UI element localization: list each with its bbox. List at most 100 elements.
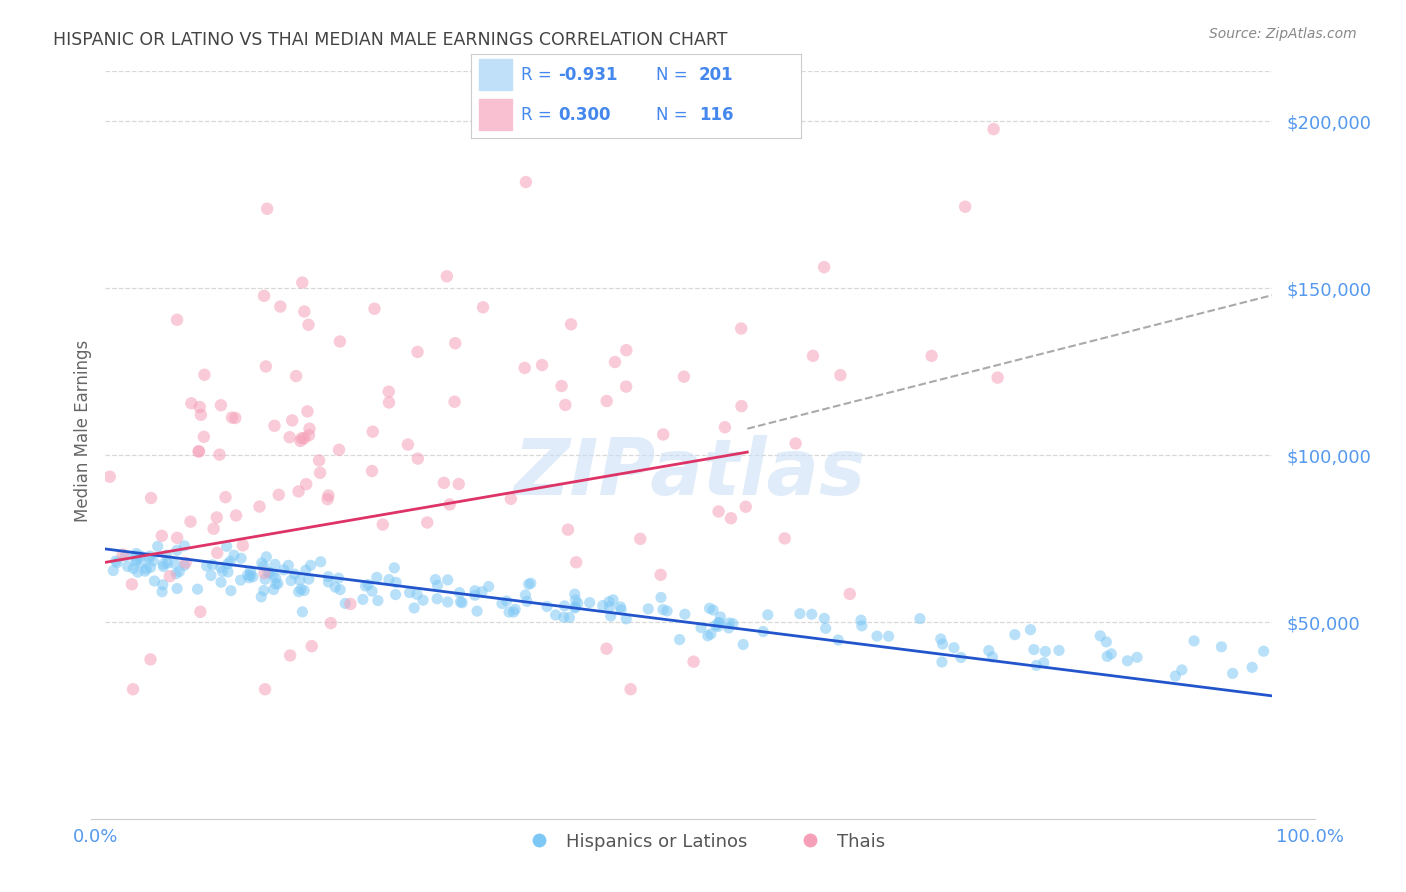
Point: [269, 300, 291, 314]
Point: [155, 548, 177, 562]
Point: [211, 565, 233, 579]
Point: [229, 573, 252, 587]
Point: [288, 573, 311, 587]
Point: [416, 516, 439, 530]
Point: [707, 619, 730, 633]
Point: [614, 343, 637, 358]
Point: [242, 570, 264, 584]
Point: [385, 575, 408, 590]
Point: [294, 563, 316, 577]
Point: [259, 566, 281, 580]
Point: [734, 500, 756, 514]
Point: [292, 431, 315, 445]
Point: [800, 607, 823, 622]
Point: [564, 599, 586, 614]
Point: [280, 574, 302, 588]
Point: [256, 202, 278, 216]
Point: [163, 556, 186, 570]
Point: [921, 349, 943, 363]
Point: [1033, 644, 1056, 658]
Text: -0.931: -0.931: [558, 66, 619, 84]
Point: [264, 571, 287, 585]
Legend: Hispanics or Latinos, Thais: Hispanics or Latinos, Thais: [513, 826, 893, 858]
Point: [297, 318, 319, 332]
Point: [515, 175, 537, 189]
Point: [983, 122, 1005, 136]
Point: [122, 561, 145, 575]
Point: [335, 596, 357, 610]
Point: [668, 632, 690, 647]
Point: [329, 334, 352, 349]
Point: [444, 336, 467, 351]
Point: [298, 422, 321, 436]
Point: [378, 395, 401, 409]
Point: [433, 475, 456, 490]
Point: [156, 556, 179, 570]
Point: [838, 587, 860, 601]
Point: [152, 578, 174, 592]
Point: [129, 549, 152, 563]
Point: [1211, 640, 1233, 654]
Point: [278, 648, 301, 663]
Point: [709, 610, 731, 624]
Point: [316, 570, 339, 584]
Text: R =: R =: [520, 105, 557, 123]
Point: [273, 563, 295, 577]
Point: [1116, 654, 1139, 668]
Point: [714, 420, 737, 434]
Point: [554, 398, 576, 412]
Point: [190, 605, 212, 619]
Point: [877, 629, 900, 643]
Point: [949, 650, 972, 665]
Point: [553, 610, 575, 624]
Point: [114, 549, 136, 564]
Point: [1182, 634, 1205, 648]
Point: [406, 451, 429, 466]
Point: [135, 562, 157, 576]
Point: [503, 602, 526, 616]
Point: [578, 596, 600, 610]
Point: [122, 682, 145, 697]
Point: [652, 427, 675, 442]
Point: [560, 318, 582, 332]
Point: [267, 488, 290, 502]
Point: [690, 621, 713, 635]
Bar: [479, 99, 512, 130]
Point: [254, 572, 277, 586]
Point: [318, 489, 340, 503]
Point: [190, 408, 212, 422]
Point: [180, 515, 202, 529]
Point: [602, 592, 624, 607]
Point: [209, 575, 232, 590]
Point: [425, 573, 447, 587]
Point: [942, 640, 965, 655]
Point: [609, 599, 631, 614]
Point: [323, 580, 346, 594]
Point: [139, 652, 162, 666]
Point: [603, 355, 626, 369]
Point: [756, 607, 779, 622]
Point: [404, 601, 426, 615]
Point: [436, 595, 458, 609]
Point: [225, 508, 247, 523]
Point: [281, 413, 304, 427]
Point: [655, 604, 678, 618]
Point: [186, 582, 208, 596]
Point: [150, 584, 173, 599]
Point: [682, 655, 704, 669]
Point: [1047, 643, 1070, 657]
Point: [173, 558, 195, 573]
Point: [263, 582, 285, 597]
Point: [495, 594, 517, 608]
Point: [285, 369, 308, 384]
Point: [498, 605, 520, 619]
Point: [169, 565, 191, 579]
Point: [700, 627, 723, 641]
Point: [290, 434, 312, 448]
Point: [139, 549, 162, 563]
Point: [254, 549, 277, 564]
Point: [131, 556, 153, 570]
Point: [328, 571, 350, 585]
Point: [908, 612, 931, 626]
Point: [318, 574, 340, 589]
